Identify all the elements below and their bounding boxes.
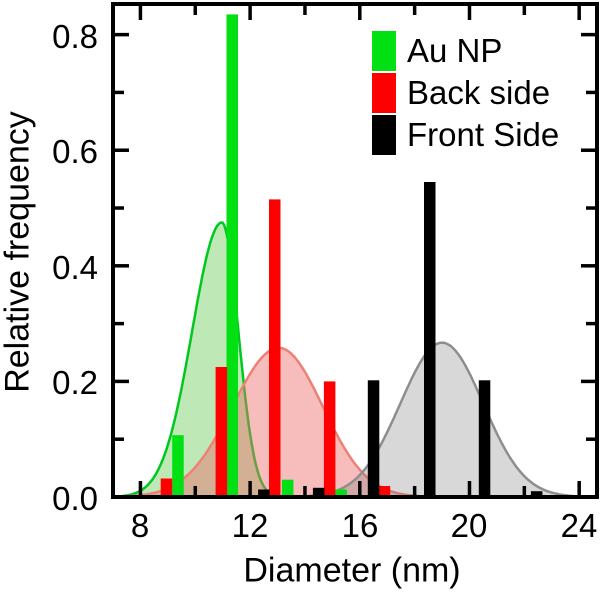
front-side-bar xyxy=(367,380,380,497)
legend: Au NP Back side Front Side xyxy=(372,30,559,156)
front-side-bar xyxy=(312,487,325,497)
au-np-bar xyxy=(172,435,184,497)
plot-frame xyxy=(111,2,599,499)
back-side-bar xyxy=(378,486,391,497)
x-tick-label-20: 20 xyxy=(450,507,488,544)
au-np-bar xyxy=(281,479,294,497)
legend-item-au-np: Au NP xyxy=(372,30,559,71)
x-tick-label-12: 12 xyxy=(231,507,269,544)
legend-swatch-au-np xyxy=(372,30,396,71)
fit-curves-layer xyxy=(112,221,597,499)
legend-label-au-np: Au NP xyxy=(407,32,503,69)
y-tick-label-0.0: 0.0 xyxy=(52,480,98,517)
axes-frame-layer xyxy=(111,2,599,499)
y-tick-label-0.2: 0.2 xyxy=(52,364,98,401)
x-tick-label-16: 16 xyxy=(341,507,379,544)
y-tick-label-0.8: 0.8 xyxy=(52,18,98,55)
au-np-bar xyxy=(226,14,238,498)
legend-label-front-side: Front Side xyxy=(407,116,560,153)
legend-item-back-side: Back side xyxy=(372,72,559,113)
y-tick-label-0.4: 0.4 xyxy=(52,249,98,286)
legend-swatch-front-side xyxy=(372,114,396,155)
histogram-bars-layer xyxy=(160,14,543,498)
x-axis-title: Diameter (nm) xyxy=(243,551,461,590)
front-side-bar xyxy=(258,489,270,497)
y-tick-label-0.6: 0.6 xyxy=(52,133,98,170)
legend-item-front-side: Front Side xyxy=(372,114,559,155)
back-side-bar xyxy=(323,381,336,497)
front-side-bar xyxy=(478,380,491,497)
y-axis-title: Relative frequency xyxy=(0,111,37,393)
au-np-bar xyxy=(335,489,347,497)
front-side-bar xyxy=(424,182,436,497)
front-side-bar xyxy=(530,491,543,497)
legend-swatch-back-side xyxy=(372,72,396,113)
x-tick-label-8: 8 xyxy=(130,507,150,544)
au-np-fit-area xyxy=(113,222,597,497)
back-side-bar xyxy=(160,478,173,497)
legend-label-back-side: Back side xyxy=(407,74,551,111)
back-side-bar xyxy=(269,199,281,497)
back-side-bar xyxy=(215,367,228,497)
x-tick-label-24: 24 xyxy=(560,507,598,544)
front-side-fit-area xyxy=(113,342,597,497)
